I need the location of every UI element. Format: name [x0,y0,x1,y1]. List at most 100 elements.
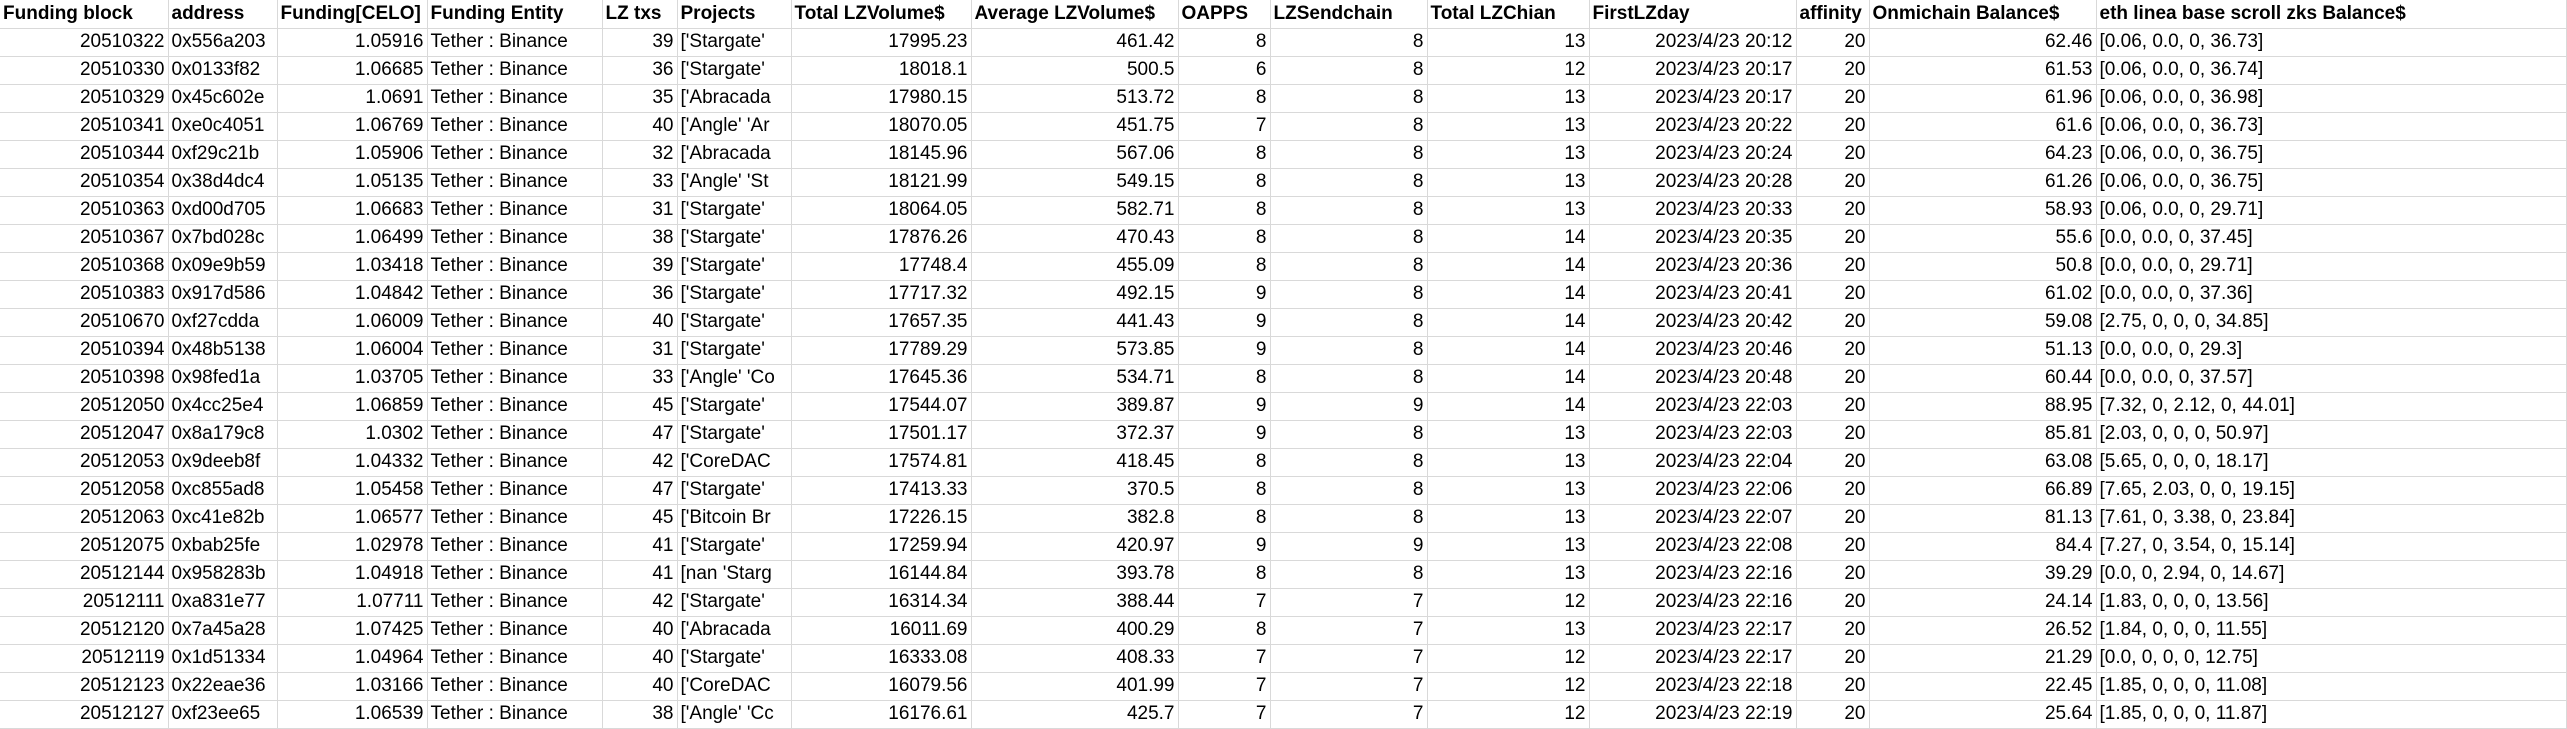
table-cell[interactable]: 2023/4/23 20:17 [1589,84,1797,113]
table-cell[interactable]: Tether : Binance [427,672,603,701]
table-cell[interactable]: 0x0133f82 [168,56,278,85]
table-cell[interactable]: 42 [602,588,678,617]
column-header[interactable]: eth linea base scroll zks Balance$ [2096,0,2567,29]
table-cell[interactable]: 13 [1427,196,1590,225]
table-cell[interactable]: 20 [1796,392,1870,421]
table-cell[interactable]: 36 [602,56,678,85]
table-cell[interactable]: 7 [1270,672,1428,701]
table-cell[interactable]: 13 [1427,84,1590,113]
table-cell[interactable]: 20 [1796,448,1870,477]
table-cell[interactable]: 20510367 [0,224,169,253]
table-cell[interactable]: 14 [1427,392,1590,421]
table-cell[interactable]: 0x09e9b59 [168,252,278,281]
table-cell[interactable]: 461.42 [971,28,1179,57]
table-cell[interactable]: 20 [1796,308,1870,337]
table-cell[interactable]: 18018.1 [791,56,972,85]
table-cell[interactable]: 14 [1427,364,1590,393]
table-cell[interactable]: 61.02 [1869,280,2097,309]
table-cell[interactable]: ['Stargate' [677,420,792,449]
table-cell[interactable]: 13 [1427,112,1590,141]
table-cell[interactable]: 13 [1427,560,1590,589]
table-cell[interactable]: 2023/4/23 20:28 [1589,168,1797,197]
table-cell[interactable]: [0.06, 0.0, 0, 36.98] [2096,84,2567,113]
table-cell[interactable]: 1.03705 [277,364,428,393]
table-cell[interactable]: 2023/4/23 22:03 [1589,392,1797,421]
table-cell[interactable]: 14 [1427,336,1590,365]
table-cell[interactable]: 2023/4/23 22:17 [1589,644,1797,673]
table-cell[interactable]: 20 [1796,196,1870,225]
table-cell[interactable]: 372.37 [971,420,1179,449]
table-cell[interactable]: 2023/4/23 20:12 [1589,28,1797,57]
column-header[interactable]: Onmichain Balance$ [1869,0,2097,29]
table-cell[interactable]: 17789.29 [791,336,972,365]
table-cell[interactable]: 2023/4/23 22:16 [1589,588,1797,617]
table-cell[interactable]: 32 [602,140,678,169]
table-cell[interactable]: 0x7bd028c [168,224,278,253]
table-cell[interactable]: 20 [1796,672,1870,701]
table-cell[interactable]: 8 [1178,140,1271,169]
table-cell[interactable]: 2023/4/23 22:04 [1589,448,1797,477]
table-cell[interactable]: 20510368 [0,252,169,281]
table-cell[interactable]: 20510344 [0,140,169,169]
table-cell[interactable]: 20 [1796,28,1870,57]
table-cell[interactable]: 8 [1270,336,1428,365]
table-cell[interactable]: 0xc855ad8 [168,476,278,505]
table-cell[interactable]: 382.8 [971,504,1179,533]
table-cell[interactable]: [0.0, 0.0, 0, 37.45] [2096,224,2567,253]
table-cell[interactable]: 59.08 [1869,308,2097,337]
table-cell[interactable]: 567.06 [971,140,1179,169]
table-cell[interactable]: 13 [1427,504,1590,533]
table-cell[interactable]: 393.78 [971,560,1179,589]
table-cell[interactable]: 60.44 [1869,364,2097,393]
table-cell[interactable]: 1.07425 [277,616,428,645]
table-cell[interactable]: [nan 'Starg [677,560,792,589]
table-cell[interactable]: 20512050 [0,392,169,421]
table-cell[interactable]: 1.06859 [277,392,428,421]
table-cell[interactable]: 61.96 [1869,84,2097,113]
table-cell[interactable]: Tether : Binance [427,140,603,169]
table-cell[interactable]: 12 [1427,672,1590,701]
table-cell[interactable]: 8 [1178,364,1271,393]
table-cell[interactable]: 0x22eae36 [168,672,278,701]
table-cell[interactable]: 0x4cc25e4 [168,392,278,421]
table-cell[interactable]: 2023/4/23 20:42 [1589,308,1797,337]
table-cell[interactable]: Tether : Binance [427,476,603,505]
table-cell[interactable]: [7.65, 2.03, 0, 0, 19.15] [2096,476,2567,505]
table-cell[interactable]: 20 [1796,84,1870,113]
table-cell[interactable]: 420.97 [971,532,1179,561]
table-cell[interactable]: 26.52 [1869,616,2097,645]
table-cell[interactable]: 13 [1427,28,1590,57]
table-cell[interactable]: 0x45c602e [168,84,278,113]
table-cell[interactable]: 84.4 [1869,532,2097,561]
table-cell[interactable]: 2023/4/23 20:22 [1589,112,1797,141]
table-cell[interactable]: ['Stargate' [677,196,792,225]
table-cell[interactable]: ['Stargate' [677,56,792,85]
table-cell[interactable]: 20510329 [0,84,169,113]
table-cell[interactable]: 7 [1178,672,1271,701]
table-cell[interactable]: ['Stargate' [677,336,792,365]
column-header[interactable]: FirstLZday [1589,0,1797,29]
table-cell[interactable]: Tether : Binance [427,420,603,449]
table-cell[interactable]: 2023/4/23 22:03 [1589,420,1797,449]
table-cell[interactable]: [2.03, 0, 0, 0, 50.97] [2096,420,2567,449]
table-cell[interactable]: 17980.15 [791,84,972,113]
table-cell[interactable]: [0.0, 0, 0, 0, 12.75] [2096,644,2567,673]
table-cell[interactable]: 20512047 [0,420,169,449]
table-cell[interactable]: 20512123 [0,672,169,701]
table-cell[interactable]: [0.06, 0.0, 0, 36.73] [2096,112,2567,141]
column-header[interactable]: Funding Entity [427,0,603,29]
table-cell[interactable]: [1.85, 0, 0, 0, 11.08] [2096,672,2567,701]
table-cell[interactable]: 50.8 [1869,252,2097,281]
table-cell[interactable]: 9 [1178,280,1271,309]
table-cell[interactable]: 0x7a45a28 [168,616,278,645]
table-cell[interactable]: 18070.05 [791,112,972,141]
table-cell[interactable]: 8 [1178,560,1271,589]
table-cell[interactable]: 2023/4/23 20:33 [1589,196,1797,225]
table-cell[interactable]: 18121.99 [791,168,972,197]
table-cell[interactable]: 8 [1270,196,1428,225]
table-cell[interactable]: 17544.07 [791,392,972,421]
table-cell[interactable]: [0.06, 0.0, 0, 36.75] [2096,140,2567,169]
table-cell[interactable]: 7 [1270,700,1428,729]
column-header[interactable]: LZSendchain [1270,0,1428,29]
table-cell[interactable]: 61.26 [1869,168,2097,197]
